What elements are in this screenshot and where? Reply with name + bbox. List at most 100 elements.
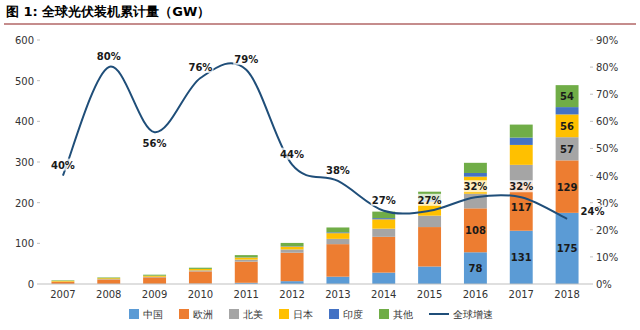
legend: 中国欧洲北美日本印度其他全球增速 — [129, 309, 493, 320]
bar-segment — [326, 244, 349, 277]
y2-tick-label: 90% — [596, 35, 618, 46]
data-label: 54 — [560, 91, 574, 102]
line-label-group: 44% — [279, 148, 305, 160]
bar-segment — [464, 163, 487, 173]
x-tick-label: 2015 — [417, 289, 442, 300]
label-bg — [417, 194, 443, 206]
bar-segment — [556, 137, 579, 160]
bar-segment — [51, 280, 74, 282]
bar-segment — [281, 253, 304, 281]
bar-segment — [418, 227, 441, 266]
bar-segment — [189, 271, 212, 283]
data-label: 108 — [465, 225, 486, 236]
bar-segment — [464, 208, 487, 252]
x-tick-label: 2009 — [142, 289, 167, 300]
data-label: 129 — [557, 182, 578, 193]
legend-swatch — [379, 309, 389, 319]
label-bg — [462, 180, 488, 192]
bar-segment — [143, 276, 166, 277]
y2-tick-label: 40% — [596, 171, 618, 182]
y2-tick — [590, 284, 593, 285]
line-label-group: 27% — [371, 194, 397, 206]
y-tick-label: 0 — [28, 279, 34, 290]
y2-tick — [590, 229, 593, 230]
data-label: 32% — [463, 181, 487, 192]
data-label: 57 — [560, 144, 574, 155]
legend-swatch — [329, 309, 339, 319]
label-bg — [371, 194, 397, 206]
bar-segment — [418, 267, 441, 284]
bar-segment — [97, 277, 120, 279]
bar-segment — [372, 273, 395, 284]
data-label: 56 — [560, 121, 574, 132]
data-label: 32% — [509, 181, 533, 192]
bar-segment — [97, 278, 120, 280]
legend-label: 其他 — [393, 309, 413, 320]
x-tick-label: 2013 — [325, 289, 350, 300]
y-tick — [37, 243, 40, 244]
y2-tick — [590, 121, 593, 122]
data-label: 175 — [557, 243, 578, 254]
bar-segment — [281, 249, 304, 252]
legend-label: 中国 — [143, 309, 163, 320]
bar-segment — [235, 262, 258, 283]
line — [63, 63, 567, 219]
bar-segment — [235, 255, 258, 257]
label-bg — [325, 164, 351, 176]
legend-label: 全球增速 — [453, 309, 493, 320]
line-label-group: 76% — [187, 61, 213, 73]
line-label-group: 56% — [142, 137, 168, 149]
bar-segment — [326, 233, 349, 239]
bar-segment — [281, 243, 304, 246]
line-label-group: 79% — [233, 53, 259, 65]
y-tick — [37, 202, 40, 203]
data-labels: 7813117510811712957565440%80%56%76%79%44… — [50, 50, 606, 274]
bar-segment — [372, 219, 395, 228]
legend-swatch — [279, 309, 289, 319]
chart: 图 1: 全球光伏装机累计量（GW）01002003004005006000%1… — [0, 0, 640, 330]
legend-swatch — [129, 309, 139, 319]
label-bg — [50, 159, 76, 171]
legend-swatch — [229, 309, 239, 319]
data-label: 44% — [280, 149, 304, 160]
line-label-group: 80% — [96, 50, 122, 62]
line-label-group: 24% — [580, 205, 606, 217]
x-tick-label: 2008 — [96, 289, 121, 300]
line-label-group: 27% — [417, 194, 443, 206]
bar-segment — [464, 173, 487, 177]
label-bg — [279, 148, 305, 160]
data-label: 56% — [143, 138, 167, 149]
x-tick-label: 2012 — [279, 289, 304, 300]
legend-label: 日本 — [293, 309, 313, 320]
bar-segment — [510, 138, 533, 145]
y-tick-label: 400 — [15, 116, 34, 127]
y2-tick-label: 70% — [596, 89, 618, 100]
y-tick-label: 600 — [15, 35, 34, 46]
y2-tick — [590, 67, 593, 68]
bar-segment — [189, 268, 212, 269]
data-label: 76% — [188, 62, 212, 73]
y2-tick — [590, 94, 593, 95]
bar-segment — [556, 213, 579, 284]
x-tick-label: 2018 — [554, 289, 579, 300]
line-label-group: 32% — [508, 180, 534, 192]
y2-tick — [590, 175, 593, 176]
y2-tick-label: 50% — [596, 143, 618, 154]
bar-segment — [556, 114, 579, 137]
title: 图 1: 全球光伏装机累计量（GW） — [6, 4, 210, 19]
bar-segment — [326, 277, 349, 284]
bar-segment — [510, 125, 533, 138]
y2-tick — [590, 202, 593, 203]
legend-swatch — [179, 309, 189, 319]
data-label: 78 — [468, 263, 482, 274]
y2-tick-label: 0% — [596, 279, 612, 290]
data-label: 38% — [326, 165, 350, 176]
bar-segment — [326, 227, 349, 232]
y2-tick — [590, 148, 593, 149]
y-tick — [37, 284, 40, 285]
bar-segment — [51, 280, 74, 281]
bar-segment — [189, 270, 212, 271]
label-bg — [187, 61, 213, 73]
bar-segment — [97, 279, 120, 283]
label-bg — [233, 53, 259, 65]
